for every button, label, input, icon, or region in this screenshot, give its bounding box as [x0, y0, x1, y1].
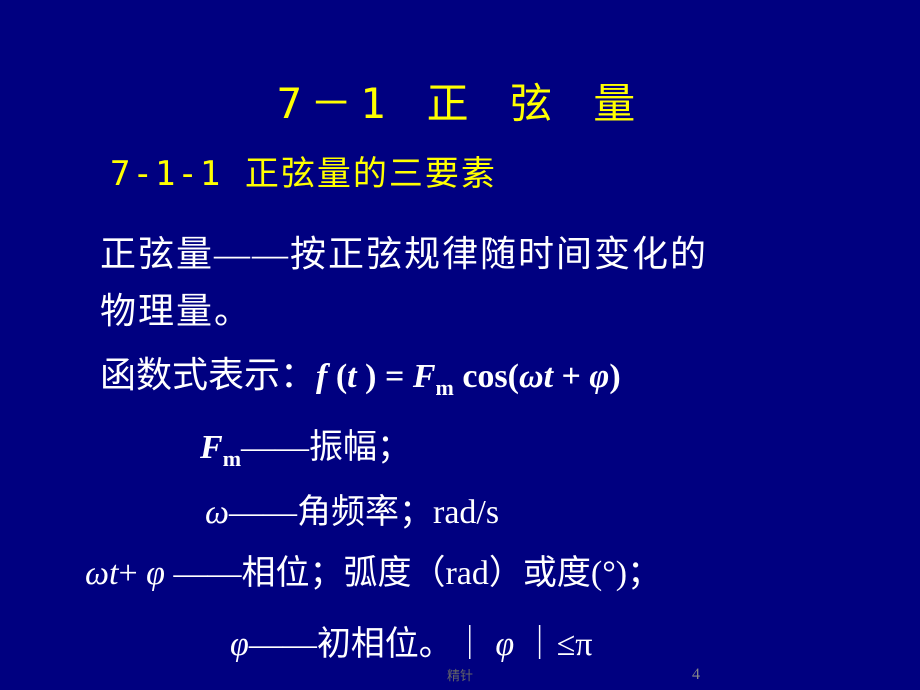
formula: f (t ) = Fm cos(ωt + φ): [316, 358, 621, 395]
formula-eq: =: [385, 358, 413, 395]
footer-watermark: 精针: [447, 665, 473, 684]
definition-line-2: 物理量。: [0, 277, 920, 334]
func-prefix: 函数式表示：: [100, 355, 316, 395]
amp-F: F: [200, 429, 223, 466]
slide-title: 7－1 正 弦 量: [0, 0, 920, 131]
slide-subtitle: 7-1-1 正弦量的三要素: [0, 131, 920, 195]
definition-line-1: 正弦量——按正弦规律随时间变化的: [0, 195, 920, 277]
initial-phase-line: φ——初相位。｜ φ ｜≤π: [0, 594, 920, 665]
formula-f: f: [316, 358, 327, 395]
amplitude-line: Fm——振幅；: [0, 401, 920, 472]
phase-line: ωt+ φ ——相位；弧度（rad）或度(°)；: [0, 533, 920, 594]
freq-omega: ω: [205, 494, 229, 531]
formula-paren-close: ): [365, 358, 385, 395]
phase-omega: ω: [85, 555, 109, 592]
formula-t: t: [347, 358, 365, 395]
formula-t2: t: [544, 358, 562, 395]
formula-F: F: [413, 358, 436, 395]
phase-rest: ——相位；弧度（rad）或度(°)；: [165, 555, 661, 592]
amp-Fsub: m: [223, 446, 241, 471]
page-number: 4: [692, 666, 700, 684]
formula-plus: +: [562, 358, 590, 395]
formula-phi: φ: [589, 358, 609, 395]
init-phi2: φ: [495, 626, 514, 663]
init-phi: φ: [230, 626, 249, 663]
phase-plus: +: [118, 555, 137, 592]
phase-phi: φ: [146, 555, 165, 592]
amp-rest: ——振幅；: [241, 429, 411, 466]
formula-close: ): [609, 358, 620, 395]
init-dash: ——初相位。｜: [249, 626, 496, 663]
init-rest: ｜≤π: [514, 626, 592, 663]
freq-rest: ——角频率；rad/s: [229, 494, 499, 531]
formula-omega: ω: [519, 358, 544, 395]
formula-Fsub: m: [436, 375, 454, 400]
formula-paren-open: (: [327, 358, 347, 395]
function-expression-line: 函数式表示：f (t ) = Fm cos(ωt + φ): [0, 334, 920, 401]
formula-cos: cos(: [462, 358, 519, 395]
angular-frequency-line: ω——角频率；rad/s: [0, 472, 920, 533]
